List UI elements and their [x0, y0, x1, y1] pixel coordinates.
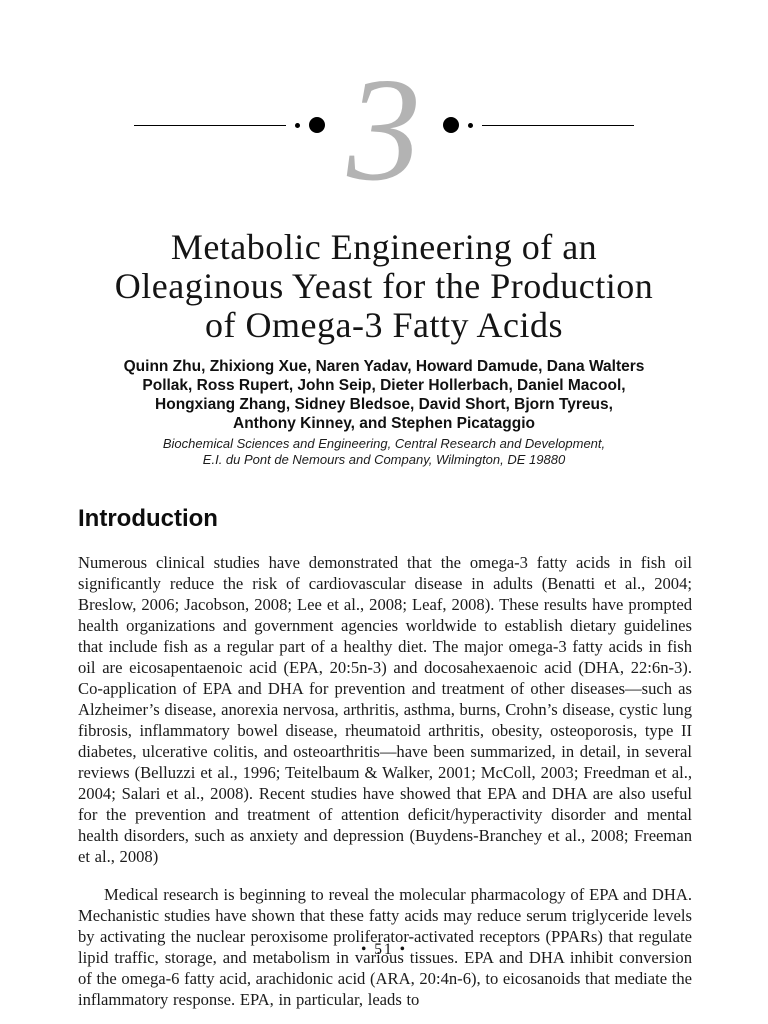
small-dot-icon: [468, 122, 473, 128]
authors-line: Anthony Kinney, and Stephen Picataggio: [233, 415, 535, 432]
intro-paragraph-1: Numerous clinical studies have demonstra…: [78, 552, 692, 866]
section-heading-introduction: Introduction: [78, 505, 218, 532]
chapter-ornament: 3: [0, 48, 768, 213]
ornament-rule-left: [134, 124, 286, 126]
chapter-title: Metabolic Engineering of an Oleaginous Y…: [0, 228, 768, 345]
authors-list: Quinn Zhu, Zhixiong Xue, Naren Yadav, Ho…: [0, 357, 768, 433]
affiliation: Biochemical Sciences and Engineering, Ce…: [0, 436, 768, 468]
large-dot-icon: [309, 117, 325, 133]
small-dot-icon: [295, 122, 300, 128]
authors-line: Hongxiang Zhang, Sidney Bledsoe, David S…: [155, 396, 613, 413]
affiliation-line: Biochemical Sciences and Engineering, Ce…: [162, 436, 606, 451]
affiliation-line: E.I. du Pont de Nemours and Company, Wil…: [202, 452, 566, 467]
chapter-title-line: of Omega-3 Fatty Acids: [205, 305, 563, 345]
authors-line: Quinn Zhu, Zhixiong Xue, Naren Yadav, Ho…: [123, 358, 645, 375]
intro-paragraph-2: Medical research is beginning to reveal …: [78, 884, 692, 1009]
chapter-number: 3: [347, 48, 421, 213]
ornament-rule-right: [482, 124, 634, 126]
large-dot-icon: [443, 117, 459, 133]
chapter-title-line: Oleaginous Yeast for the Production: [114, 266, 654, 306]
page-number: • 51 •: [360, 941, 408, 958]
authors-line: Pollak, Ross Rupert, John Seip, Dieter H…: [142, 377, 626, 394]
body-column: Introduction Numerous clinical studies h…: [78, 506, 692, 1010]
chapter-title-line: Metabolic Engineering of an: [170, 227, 598, 267]
